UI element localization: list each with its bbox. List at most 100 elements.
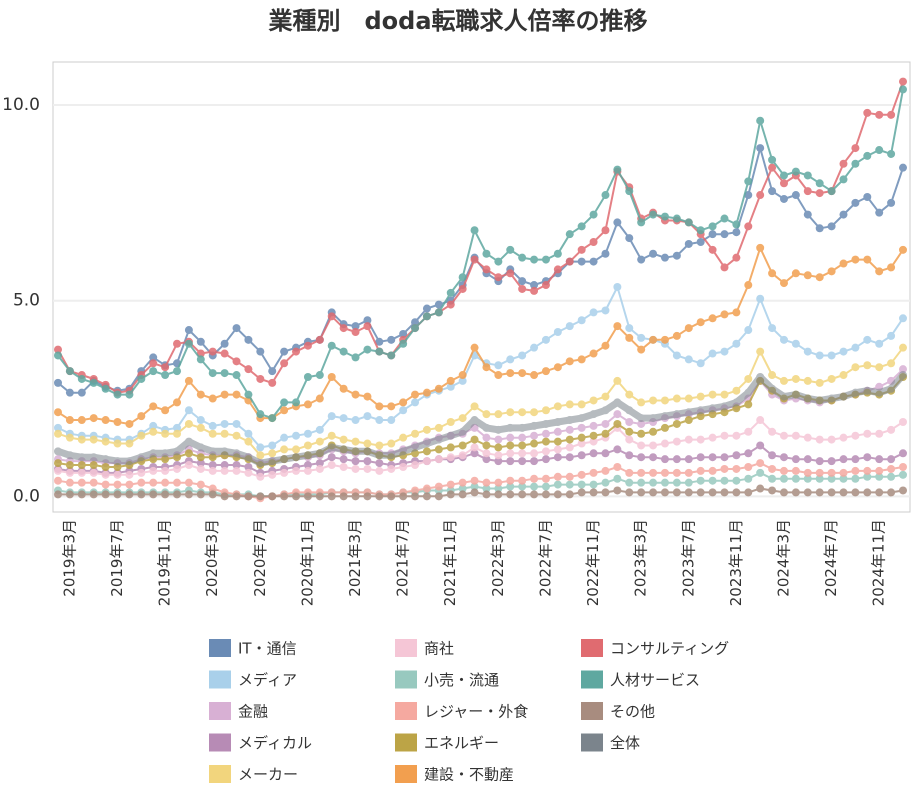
point: [351, 447, 360, 456]
point: [637, 478, 646, 487]
point: [292, 466, 301, 475]
point: [720, 310, 729, 319]
point: [232, 371, 241, 380]
point: [399, 406, 408, 415]
point: [339, 324, 348, 333]
point: [137, 453, 146, 462]
point: [458, 273, 467, 282]
point: [768, 486, 777, 495]
x-tick-label: 2020年11月: [298, 519, 316, 606]
point: [660, 412, 669, 421]
point: [422, 304, 431, 313]
point: [506, 355, 515, 364]
point: [446, 490, 455, 499]
point: [601, 466, 610, 475]
point: [815, 224, 824, 233]
point: [113, 439, 122, 448]
point: [565, 357, 574, 366]
point: [256, 374, 265, 383]
point: [77, 416, 86, 425]
point: [173, 429, 182, 438]
point: [601, 406, 610, 415]
point: [720, 347, 729, 356]
point: [744, 449, 753, 458]
point: [315, 492, 324, 501]
point: [684, 394, 693, 403]
point: [827, 374, 836, 383]
point: [173, 423, 182, 432]
point: [65, 388, 74, 397]
point: [458, 490, 467, 499]
x-tick-label: 2024年11月: [870, 519, 888, 606]
point: [887, 110, 896, 119]
point: [244, 429, 253, 438]
point: [768, 163, 777, 172]
point: [672, 394, 681, 403]
point: [54, 447, 62, 456]
series: [54, 441, 907, 477]
point: [387, 451, 396, 460]
point: [149, 359, 158, 368]
point: [768, 155, 777, 164]
point: [720, 408, 729, 417]
point: [672, 351, 681, 360]
point: [375, 402, 384, 411]
x-tick-label: 2021年3月: [346, 519, 364, 597]
point: [708, 245, 717, 254]
point: [541, 474, 550, 483]
point: [208, 484, 217, 493]
point: [672, 468, 681, 477]
point: [887, 464, 896, 473]
point: [220, 492, 229, 501]
point: [601, 341, 610, 350]
point: [851, 144, 860, 153]
point: [553, 249, 562, 258]
point: [101, 384, 110, 393]
point: [303, 341, 312, 350]
point: [244, 437, 253, 446]
point: [660, 488, 669, 497]
point: [637, 468, 646, 477]
point: [768, 269, 777, 278]
point: [89, 490, 98, 499]
point: [637, 441, 646, 450]
point: [89, 453, 98, 462]
point: [292, 398, 301, 407]
point: [422, 492, 431, 501]
point: [196, 416, 205, 425]
point: [363, 464, 372, 473]
point: [565, 443, 574, 452]
point: [280, 468, 289, 477]
point: [791, 431, 800, 440]
point: [530, 457, 539, 466]
point: [613, 419, 622, 428]
point: [184, 326, 193, 335]
point: [125, 480, 134, 489]
point: [625, 187, 634, 196]
point: [470, 435, 479, 444]
point: [518, 457, 527, 466]
point: [791, 191, 800, 200]
point: [54, 345, 62, 354]
point: [482, 265, 491, 274]
point: [601, 449, 610, 458]
point: [827, 394, 836, 403]
point: [351, 353, 360, 362]
point: [625, 324, 634, 333]
point: [506, 269, 515, 278]
point: [684, 468, 693, 477]
x-tick-label: 2019年3月: [60, 519, 78, 597]
point: [708, 488, 717, 497]
point: [232, 357, 241, 366]
y-tick-label: 5.0: [13, 291, 40, 311]
point: [399, 329, 408, 338]
point: [196, 480, 205, 489]
point: [649, 414, 658, 423]
point: [875, 146, 884, 155]
point: [660, 253, 669, 262]
point: [494, 273, 503, 282]
point: [184, 376, 193, 385]
point: [518, 423, 527, 432]
point: [708, 476, 717, 485]
